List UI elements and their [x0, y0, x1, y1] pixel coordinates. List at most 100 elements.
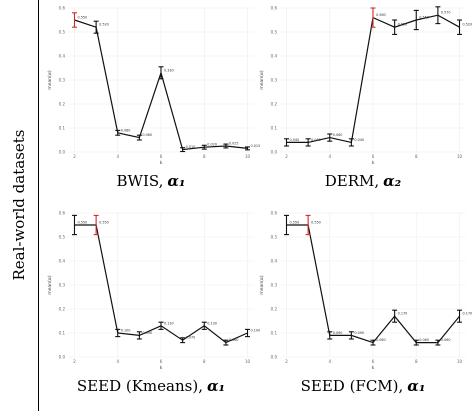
error-bar: [245, 146, 251, 151]
data-label: 0.060: [142, 133, 152, 137]
error-bar: [457, 19, 463, 35]
data-label: 0.060: [441, 338, 451, 342]
data-label: 0.550: [77, 221, 87, 225]
y-tick-label: 0.5: [59, 29, 66, 34]
error-bar: [136, 331, 142, 340]
error-bar: [115, 328, 121, 338]
y-tick-label: 0.3: [271, 77, 278, 82]
data-label: 0.090: [142, 331, 152, 335]
error-bar: [201, 144, 207, 150]
x-axis-title: k: [160, 160, 163, 166]
row-label: Real-world datasets: [0, 0, 38, 411]
y-tick-label: 0.3: [59, 282, 66, 287]
data-label: 0.550: [419, 16, 429, 20]
x-tick-label: 6: [372, 359, 375, 364]
chart-panel-bwis: 0.0 0.1 0.2 0.3 0.4 0.5 0.6 2 4 6 8 10 k mean(α) 0.550…: [42, 0, 260, 200]
y-tick-label: 0.2: [271, 101, 278, 106]
data-label: 0.020: [207, 143, 217, 147]
chart-panel-derm: 0.0 0.1 0.2 0.3 0.4 0.5 0.6 2 4 6 8 10 k mean(α) 0.040…: [254, 0, 472, 200]
x-tick-label: 2: [285, 154, 288, 159]
x-tick-label: 8: [415, 154, 418, 159]
data-label: 0.090: [333, 331, 343, 335]
error-bar: [327, 133, 333, 142]
data-label: 0.560: [376, 13, 386, 17]
y-axis-title: mean(α): [259, 70, 265, 89]
x-tick-label: 8: [203, 154, 206, 159]
x-tick-label: 6: [372, 154, 375, 159]
data-label: 0.070: [186, 336, 196, 340]
y-tick-label: 0.1: [271, 330, 278, 335]
x-tick-label: 6: [160, 154, 163, 159]
x-axis-title: k: [372, 160, 375, 166]
error-bar: [71, 12, 77, 28]
row-label-text: Real-world datasets: [10, 129, 28, 281]
data-label: 0.520: [463, 23, 472, 27]
data-label: 0.550: [77, 16, 87, 20]
divider-line: [38, 0, 39, 411]
data-label: 0.520: [398, 23, 408, 27]
x-tick-label: 8: [203, 359, 206, 364]
chart-panel-seed-kmeans: 0.0 0.1 0.2 0.3 0.4 0.5 0.6 2 4 6 8 10 k mean(α) 0.550…: [42, 205, 260, 405]
y-tick-label: 0.6: [271, 5, 278, 10]
data-label: 0.550: [99, 221, 109, 225]
error-bar: [413, 9, 419, 31]
x-tick-label: 6: [160, 359, 163, 364]
data-label: 0.550: [311, 221, 321, 225]
caption-symbol: α₁: [167, 172, 186, 190]
error-bar: [93, 214, 99, 236]
data-label: 0.040: [354, 138, 364, 142]
data-label: 0.130: [164, 321, 174, 325]
y-tick-label: 0.0: [271, 354, 278, 359]
data-label: 0.100: [121, 329, 131, 333]
data-label: 0.060: [376, 338, 386, 342]
chart-caption-seed-kmeans: SEED (Kmeans), α₁: [42, 377, 260, 395]
chart-caption-derm: DERM, α₂: [254, 172, 472, 190]
chart-seed-fcm: 0.0 0.1 0.2 0.3 0.4 0.5 0.6 2 4 6 8 10 k mean(α) 0.550…: [259, 210, 472, 371]
x-tick-label: 4: [116, 359, 119, 364]
x-tick-label: 8: [415, 359, 418, 364]
data-label: 0.080: [121, 128, 131, 132]
x-tick-label: 4: [116, 154, 119, 159]
error-bar: [392, 19, 398, 35]
x-axis-title: k: [160, 365, 163, 371]
x-tick-label: 10: [245, 154, 251, 159]
error-bar: [71, 214, 77, 236]
y-tick-label: 0.5: [271, 29, 278, 34]
caption-text: SEED (Kmeans),: [76, 377, 203, 395]
x-tick-label: 2: [73, 359, 76, 364]
y-tick-label: 0.1: [271, 125, 278, 130]
caption-symbol: α₁: [407, 377, 426, 395]
data-label: 0.025: [229, 142, 239, 146]
error-bar: [223, 339, 229, 346]
error-bar: [327, 331, 333, 340]
chart-bwis: 0.0 0.1 0.2 0.3 0.4 0.5 0.6 2 4 6 8 10 k mean(α) 0.550…: [47, 5, 260, 166]
x-tick-label: 4: [328, 359, 331, 364]
error-bar: [370, 339, 376, 346]
data-label: 0.010: [186, 145, 196, 149]
y-tick-label: 0.6: [271, 210, 278, 215]
x-tick-label: 2: [285, 359, 288, 364]
y-tick-label: 0.0: [59, 354, 66, 359]
error-bar: [370, 7, 376, 28]
error-bar: [115, 129, 121, 136]
caption-symbol: α₂: [383, 172, 402, 190]
y-tick-label: 0.4: [271, 53, 278, 58]
error-bar: [283, 214, 289, 236]
y-tick-label: 0.1: [59, 330, 66, 335]
data-label: 0.550: [289, 221, 299, 225]
error-bar: [180, 147, 186, 153]
y-tick-label: 0.0: [59, 149, 66, 154]
chart-panel-seed-fcm: 0.0 0.1 0.2 0.3 0.4 0.5 0.6 2 4 6 8 10 k mean(α) 0.550…: [254, 205, 472, 405]
y-tick-label: 0.5: [59, 234, 66, 239]
y-tick-label: 0.4: [59, 258, 66, 263]
error-bar: [201, 321, 207, 330]
data-label: 0.520: [99, 23, 109, 27]
y-tick-label: 0.6: [59, 5, 66, 10]
data-label: 0.015: [251, 144, 260, 148]
data-label: 0.060: [333, 133, 343, 137]
caption-text: BWIS,: [116, 172, 164, 190]
error-bar: [223, 143, 229, 149]
caption-text: SEED (FCM),: [300, 377, 404, 395]
y-tick-label: 0.3: [59, 77, 66, 82]
data-label: 0.060: [419, 338, 429, 342]
